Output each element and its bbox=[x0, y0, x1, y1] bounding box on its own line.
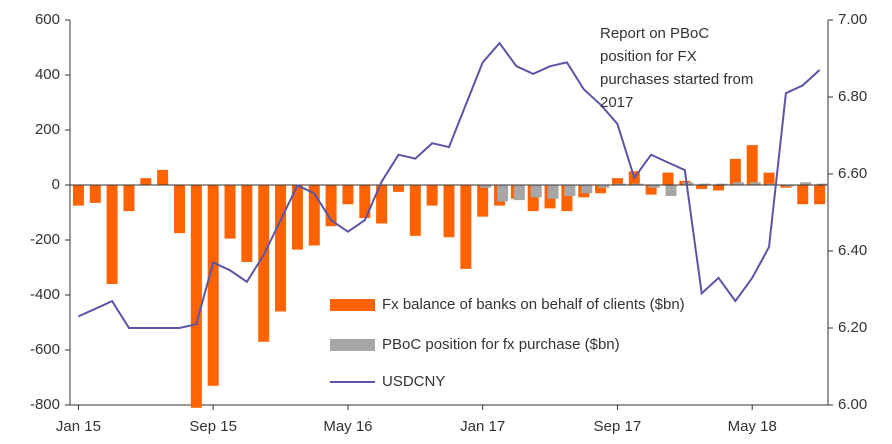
bar bbox=[409, 185, 421, 236]
y-tick-label: 200 bbox=[35, 121, 60, 138]
bar bbox=[291, 185, 303, 250]
legend-label: Fx balance of banks on behalf of clients… bbox=[382, 296, 685, 313]
annotation: position for FX bbox=[600, 48, 697, 65]
bar bbox=[89, 185, 101, 203]
bar bbox=[766, 183, 778, 185]
bar bbox=[359, 185, 371, 218]
legend-label: USDCNY bbox=[382, 373, 445, 390]
y2-tick-label: 7.00 bbox=[838, 11, 867, 28]
bar bbox=[342, 185, 354, 205]
x-tick-label: Sep 17 bbox=[594, 418, 642, 435]
bar bbox=[123, 185, 135, 212]
bar bbox=[190, 185, 202, 408]
bar bbox=[682, 182, 694, 185]
bar bbox=[614, 183, 626, 185]
y2-tick-label: 6.00 bbox=[838, 396, 867, 413]
annotation: 2017 bbox=[600, 94, 633, 111]
bar bbox=[480, 185, 492, 188]
bar bbox=[224, 185, 236, 239]
bar bbox=[716, 183, 728, 185]
y-tick-label: -400 bbox=[30, 286, 60, 303]
bar bbox=[325, 185, 337, 227]
bar bbox=[443, 185, 455, 238]
legend-label: PBoC position for fx purchase ($bn) bbox=[382, 336, 620, 353]
bar bbox=[513, 185, 525, 201]
bar bbox=[696, 185, 708, 190]
bar bbox=[797, 185, 809, 205]
bar bbox=[497, 185, 509, 202]
bar bbox=[729, 158, 741, 185]
bar bbox=[732, 182, 744, 185]
bar bbox=[72, 185, 84, 206]
y-tick-label: -800 bbox=[30, 396, 60, 413]
line bbox=[77, 41, 821, 329]
bar bbox=[662, 172, 674, 185]
bar bbox=[749, 182, 761, 185]
bar bbox=[648, 185, 660, 188]
bar bbox=[561, 185, 573, 212]
bar bbox=[645, 185, 657, 195]
bar bbox=[275, 185, 287, 312]
bar bbox=[763, 172, 775, 185]
bar bbox=[595, 185, 607, 194]
bar bbox=[665, 185, 677, 196]
bar bbox=[530, 185, 542, 198]
y-tick-label: 600 bbox=[35, 11, 60, 28]
y-tick-label: 0 bbox=[52, 176, 60, 193]
bar bbox=[564, 185, 576, 196]
y-tick-label: -200 bbox=[30, 231, 60, 248]
bar bbox=[140, 178, 152, 185]
bar bbox=[817, 183, 829, 185]
bar bbox=[308, 185, 320, 246]
bar bbox=[207, 185, 219, 386]
annotation: Report on PBoC bbox=[600, 25, 709, 42]
bar bbox=[800, 182, 812, 185]
bar bbox=[611, 178, 623, 185]
bar bbox=[426, 185, 438, 206]
bar bbox=[392, 185, 404, 192]
bar bbox=[631, 183, 643, 185]
y2-tick-label: 6.60 bbox=[838, 165, 867, 182]
x-tick-label: Jan 17 bbox=[460, 418, 505, 435]
y-tick-label: -600 bbox=[30, 341, 60, 358]
bar bbox=[746, 145, 758, 185]
legend-swatch bbox=[330, 339, 375, 351]
bar bbox=[783, 185, 795, 187]
bar bbox=[376, 185, 388, 224]
legend-swatch bbox=[330, 299, 375, 311]
x-tick-label: May 18 bbox=[728, 418, 777, 435]
bar bbox=[106, 185, 118, 284]
bar bbox=[814, 185, 826, 205]
bar bbox=[241, 185, 253, 262]
bar bbox=[527, 185, 539, 212]
bar bbox=[460, 185, 472, 269]
y2-tick-label: 6.20 bbox=[838, 319, 867, 336]
bar bbox=[477, 185, 489, 217]
bar bbox=[173, 185, 185, 234]
bar bbox=[547, 185, 559, 199]
bar bbox=[258, 185, 270, 342]
bar bbox=[713, 185, 725, 191]
bar bbox=[581, 185, 593, 194]
bar bbox=[598, 185, 610, 188]
y2-tick-label: 6.80 bbox=[838, 88, 867, 105]
x-tick-label: Jan 15 bbox=[56, 418, 101, 435]
annotation: purchases started from bbox=[600, 71, 753, 88]
y-tick-label: 400 bbox=[35, 66, 60, 83]
x-tick-label: May 16 bbox=[323, 418, 372, 435]
bar bbox=[699, 183, 711, 185]
x-tick-label: Sep 15 bbox=[189, 418, 237, 435]
bar bbox=[157, 169, 169, 185]
y2-tick-label: 6.40 bbox=[838, 242, 867, 259]
